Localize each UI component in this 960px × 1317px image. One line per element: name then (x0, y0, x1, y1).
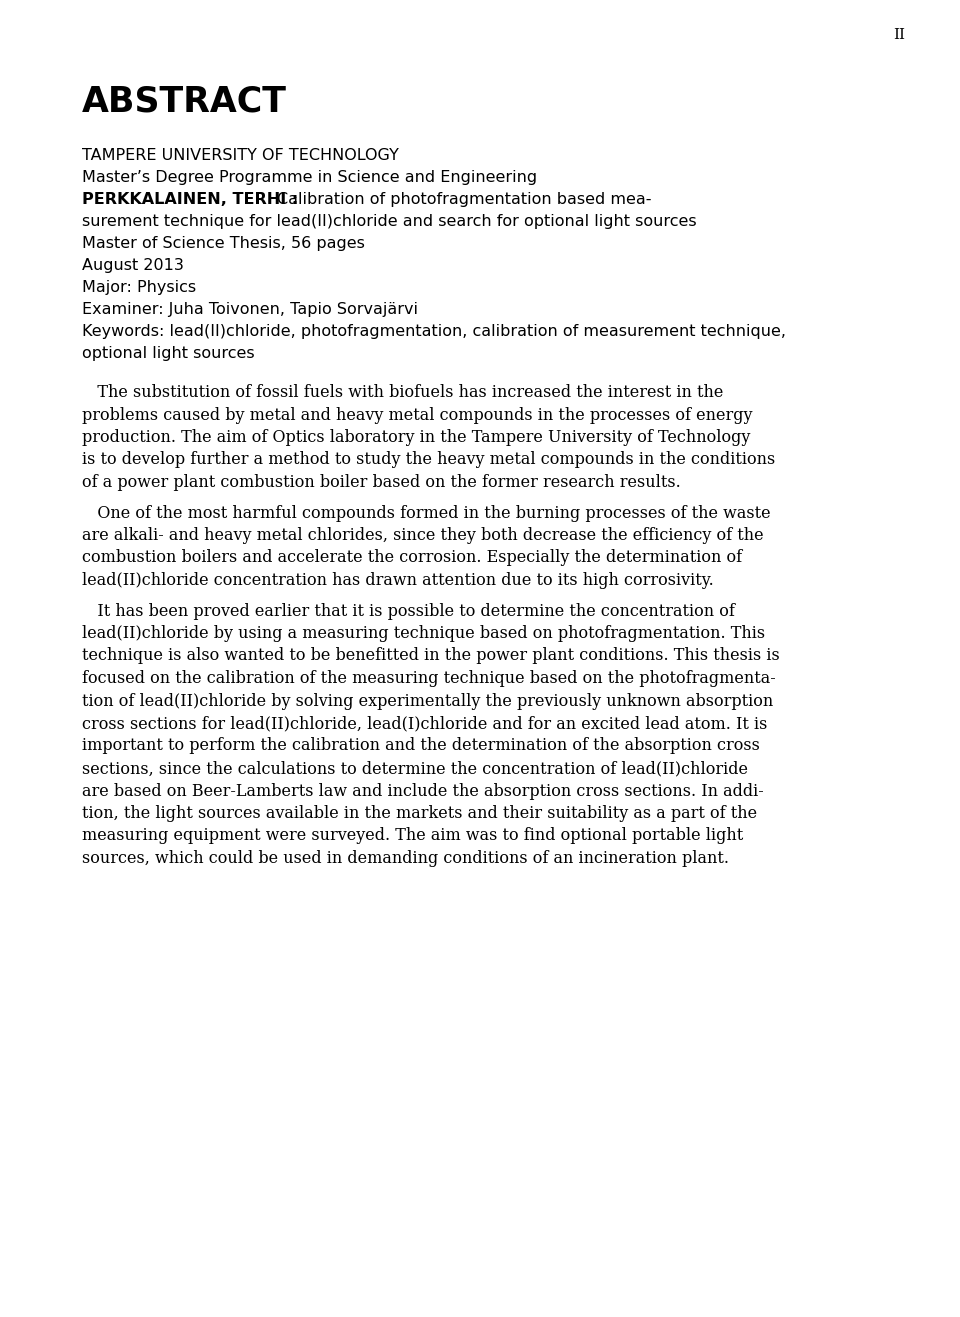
Text: ABSTRACT: ABSTRACT (82, 86, 287, 119)
Text: lead(II)chloride concentration has drawn attention due to its high corrosivity.: lead(II)chloride concentration has drawn… (82, 572, 713, 589)
Text: cross sections for lead(II)chloride, lead(I)chloride and for an excited lead ato: cross sections for lead(II)chloride, lea… (82, 715, 767, 732)
Text: important to perform the calibration and the determination of the absorption cro: important to perform the calibration and… (82, 738, 760, 755)
Text: Examiner: Juha Toivonen, Tapio Sorvajärvi: Examiner: Juha Toivonen, Tapio Sorvajärv… (82, 302, 418, 317)
Text: focused on the calibration of the measuring technique based on the photofragment: focused on the calibration of the measur… (82, 670, 776, 687)
Text: are based on Beer-Lamberts law and include the absorption cross sections. In add: are based on Beer-Lamberts law and inclu… (82, 782, 764, 799)
Text: optional light sources: optional light sources (82, 346, 254, 361)
Text: August 2013: August 2013 (82, 258, 184, 273)
Text: Master of Science Thesis, 56 pages: Master of Science Thesis, 56 pages (82, 236, 365, 252)
Text: sources, which could be used in demanding conditions of an incineration plant.: sources, which could be used in demandin… (82, 849, 729, 867)
Text: Master’s Degree Programme in Science and Engineering: Master’s Degree Programme in Science and… (82, 170, 538, 184)
Text: sections, since the calculations to determine the concentration of lead(II)chlor: sections, since the calculations to dete… (82, 760, 748, 777)
Text: problems caused by metal and heavy metal compounds in the processes of energy: problems caused by metal and heavy metal… (82, 407, 753, 424)
Text: TAMPERE UNIVERSITY OF TECHNOLOGY: TAMPERE UNIVERSITY OF TECHNOLOGY (82, 148, 398, 163)
Text: is to develop further a method to study the heavy metal compounds in the conditi: is to develop further a method to study … (82, 452, 776, 469)
Text: PERKKALAINEN, TERHI :: PERKKALAINEN, TERHI : (82, 192, 304, 207)
Text: technique is also wanted to be benefitted in the power plant conditions. This th: technique is also wanted to be benefitte… (82, 648, 780, 665)
Text: One of the most harmful compounds formed in the burning processes of the waste: One of the most harmful compounds formed… (82, 504, 771, 522)
Text: II: II (893, 28, 905, 42)
Text: Calibration of photofragmentation based mea-: Calibration of photofragmentation based … (277, 192, 652, 207)
Text: surement technique for lead(II)chloride and search for optional light sources: surement technique for lead(II)chloride … (82, 213, 697, 229)
Text: combustion boilers and accelerate the corrosion. Especially the determination of: combustion boilers and accelerate the co… (82, 549, 742, 566)
Text: The substitution of fossil fuels with biofuels has increased the interest in the: The substitution of fossil fuels with bi… (82, 385, 724, 400)
Text: are alkali- and heavy metal chlorides, since they both decrease the efficiency o: are alkali- and heavy metal chlorides, s… (82, 527, 763, 544)
Text: lead(II)chloride by using a measuring technique based on photofragmentation. Thi: lead(II)chloride by using a measuring te… (82, 626, 765, 641)
Text: of a power plant combustion boiler based on the former research results.: of a power plant combustion boiler based… (82, 474, 681, 491)
Text: tion, the light sources available in the markets and their suitability as a part: tion, the light sources available in the… (82, 805, 757, 822)
Text: production. The aim of Optics laboratory in the Tampere University of Technology: production. The aim of Optics laboratory… (82, 429, 751, 446)
Text: tion of lead(II)chloride by solving experimentally the previously unknown absorp: tion of lead(II)chloride by solving expe… (82, 693, 773, 710)
Text: Keywords: lead(II)chloride, photofragmentation, calibration of measurement techn: Keywords: lead(II)chloride, photofragmen… (82, 324, 786, 338)
Text: measuring equipment were surveyed. The aim was to find optional portable light: measuring equipment were surveyed. The a… (82, 827, 743, 844)
Text: It has been proved earlier that it is possible to determine the concentration of: It has been proved earlier that it is po… (82, 602, 734, 619)
Text: Major: Physics: Major: Physics (82, 281, 196, 295)
